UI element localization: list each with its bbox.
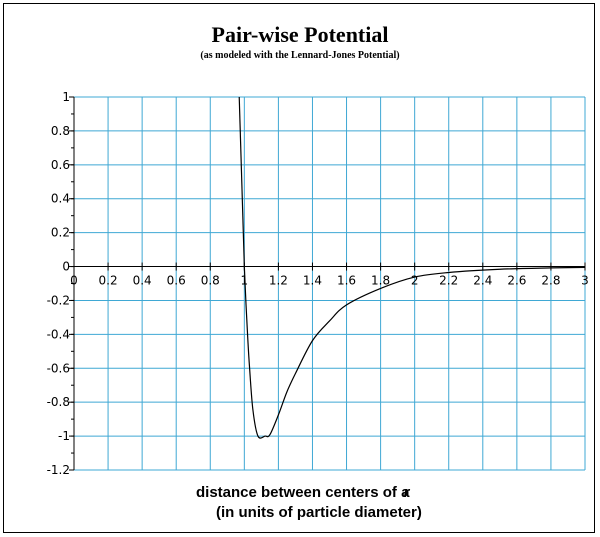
y-tick-label: -1 (58, 429, 70, 443)
y-tick-label: 0.6 (51, 158, 70, 172)
y-tick-label: 0.8 (51, 124, 70, 138)
x-tick-label: 1 (241, 274, 249, 288)
x-tick-label: 3 (581, 274, 589, 288)
y-tick-label: -1.2 (47, 463, 70, 477)
x-tick-label: 2.2 (439, 274, 458, 288)
x-tick-label: 2.8 (541, 274, 560, 288)
potential-curve-repulsive (238, 96, 245, 267)
x-tick-label: 0.4 (133, 274, 152, 288)
x-tick-label: 1.4 (303, 274, 322, 288)
y-tick-label: 0 (62, 260, 70, 274)
x-axis-label-text: distance between centers of a (196, 484, 410, 501)
y-tick-label: -0.2 (47, 293, 70, 307)
x-tick-label: 2.4 (473, 274, 492, 288)
axes (69, 96, 586, 471)
x-axis-label-symbol: r (403, 484, 410, 501)
x-tick-label: 0 (70, 274, 78, 288)
chart-frame (3, 3, 595, 533)
chart-subtitle: (as modeled with the Lennard-Jones Poten… (200, 50, 400, 61)
x-axis-label: distance between centers of a r (196, 484, 409, 501)
y-tick-label: -0.4 (47, 327, 70, 341)
x-tick-label: 0.6 (167, 274, 186, 288)
y-tick-label: -0.6 (47, 361, 70, 375)
y-tick-label: 0.2 (51, 226, 70, 240)
x-axis-label-line2: (in units of particle diameter) (216, 504, 422, 521)
x-tick-label: 0.8 (201, 274, 220, 288)
x-tick-label: 1.2 (269, 274, 288, 288)
x-tick-label: 2 (411, 274, 419, 288)
y-tick-label: 0.4 (51, 192, 70, 206)
curve (238, 96, 586, 439)
y-tick-label: 1 (62, 90, 70, 104)
x-tick-label: 1.8 (371, 274, 390, 288)
x-tick-label: 1.6 (337, 274, 356, 288)
chart-title: Pair-wise Potential (211, 22, 389, 47)
x-tick-label: 0.2 (99, 274, 118, 288)
y-tick-label: -0.8 (47, 395, 70, 409)
x-tick-label: 2.6 (507, 274, 526, 288)
potential-curve (243, 266, 586, 439)
tick-labels: 0 0.2 0.4 0.6 0.8 1 1.2 1.4 1.6 1.8 2 2.2 2.4 2.6 2.8 3… (47, 90, 589, 477)
